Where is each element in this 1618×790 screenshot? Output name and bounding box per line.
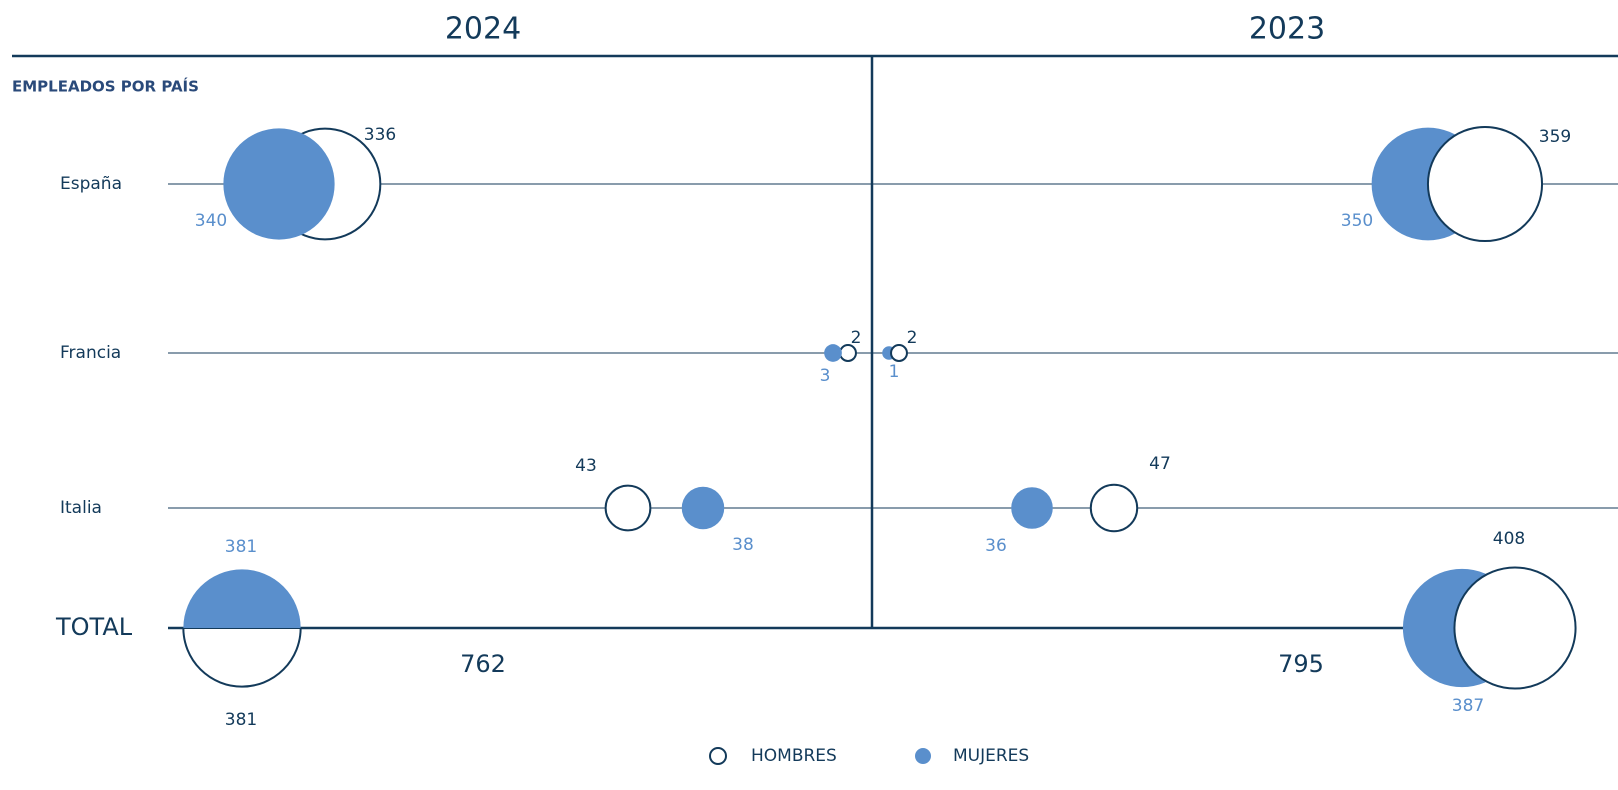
bubble xyxy=(890,344,908,362)
value-label: 381 xyxy=(225,710,257,730)
value-label: 3 xyxy=(820,366,831,386)
value-label: 350 xyxy=(1341,211,1373,231)
bubble xyxy=(1453,566,1577,690)
category-label: Italia xyxy=(60,498,102,518)
total-label: 762 xyxy=(460,650,506,678)
value-label: 38 xyxy=(732,535,754,555)
value-label: 2 xyxy=(907,328,918,348)
value-label: 381 xyxy=(225,537,257,557)
legend-swatch xyxy=(709,747,727,765)
value-label: 387 xyxy=(1452,696,1484,716)
chart-title: EMPLEADOS POR PAÍS xyxy=(12,77,199,96)
value-label: 43 xyxy=(575,456,597,476)
value-label: 408 xyxy=(1493,529,1525,549)
value-label: 47 xyxy=(1149,454,1171,474)
legend-label: MUJERES xyxy=(953,746,1029,766)
category-label: Francia xyxy=(60,343,121,363)
legend-label: HOMBRES xyxy=(751,746,837,766)
value-label: 1 xyxy=(889,362,900,382)
half-bubble xyxy=(182,627,302,688)
half-bubble xyxy=(183,569,301,628)
bubble xyxy=(681,486,725,530)
category-label: TOTAL xyxy=(55,613,133,641)
value-label: 340 xyxy=(195,211,227,231)
value-label: 336 xyxy=(364,125,396,145)
value-label: 36 xyxy=(985,536,1007,556)
bubble xyxy=(1011,487,1053,529)
bubble xyxy=(824,344,842,362)
category-label: España xyxy=(60,174,122,194)
bubble xyxy=(604,484,652,532)
bubble xyxy=(1089,483,1139,533)
panel-title: 2024 xyxy=(445,12,521,47)
bubble xyxy=(223,128,335,240)
value-label: 359 xyxy=(1539,127,1571,147)
panel-title: 2023 xyxy=(1249,12,1325,47)
legend-swatch xyxy=(915,748,931,764)
value-label: 2 xyxy=(851,328,862,348)
total-label: 795 xyxy=(1278,650,1324,678)
bubble xyxy=(1426,125,1544,243)
